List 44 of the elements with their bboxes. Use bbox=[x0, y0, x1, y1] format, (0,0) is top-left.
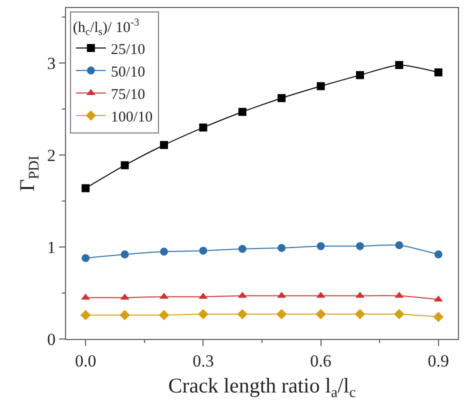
point bbox=[395, 61, 404, 70]
point bbox=[316, 82, 325, 90]
point bbox=[238, 244, 246, 253]
x-tick-label: 0.6 bbox=[310, 351, 332, 370]
y-tick-label: 3 bbox=[47, 54, 56, 74]
x-axis-title: Crack length ratio l$_{a}$/l$_{c}$ bbox=[168, 374, 356, 401]
point bbox=[278, 244, 286, 252]
y-tick-label: 0 bbox=[47, 330, 56, 349]
point bbox=[158, 310, 170, 320]
x-tick-label: 0.3 bbox=[192, 351, 214, 370]
point bbox=[82, 254, 90, 262]
point bbox=[120, 161, 129, 170]
point bbox=[276, 308, 287, 320]
point bbox=[278, 94, 286, 102]
point bbox=[120, 310, 130, 320]
point bbox=[238, 108, 246, 116]
point bbox=[198, 308, 208, 320]
y-tick-label: 1 bbox=[47, 238, 56, 258]
legend-title: (h$_{c}$/l$_{s}$)/ 10$^{-3}$ bbox=[72, 18, 140, 38]
point bbox=[434, 250, 442, 258]
point bbox=[316, 242, 325, 250]
point bbox=[80, 310, 91, 320]
point bbox=[237, 308, 248, 320]
point bbox=[160, 141, 168, 149]
point bbox=[356, 71, 364, 80]
legend-label: 25/10 bbox=[110, 42, 146, 58]
point bbox=[199, 124, 208, 132]
point bbox=[356, 242, 364, 250]
point bbox=[120, 250, 129, 258]
y-tick-label: 2 bbox=[47, 146, 56, 166]
legend-label: 50/10 bbox=[110, 64, 146, 80]
point bbox=[199, 246, 208, 255]
x-tick-label: 0.9 bbox=[428, 351, 450, 370]
legend-label: 100/10 bbox=[110, 109, 153, 126]
point bbox=[395, 241, 404, 250]
point bbox=[82, 184, 90, 192]
point bbox=[316, 308, 326, 320]
point bbox=[434, 68, 442, 76]
point bbox=[433, 312, 444, 322]
point bbox=[160, 248, 168, 256]
point bbox=[394, 308, 404, 320]
x-tick-label: 0.0 bbox=[74, 351, 96, 370]
point bbox=[354, 308, 366, 320]
legend-label: 75/10 bbox=[110, 86, 146, 103]
